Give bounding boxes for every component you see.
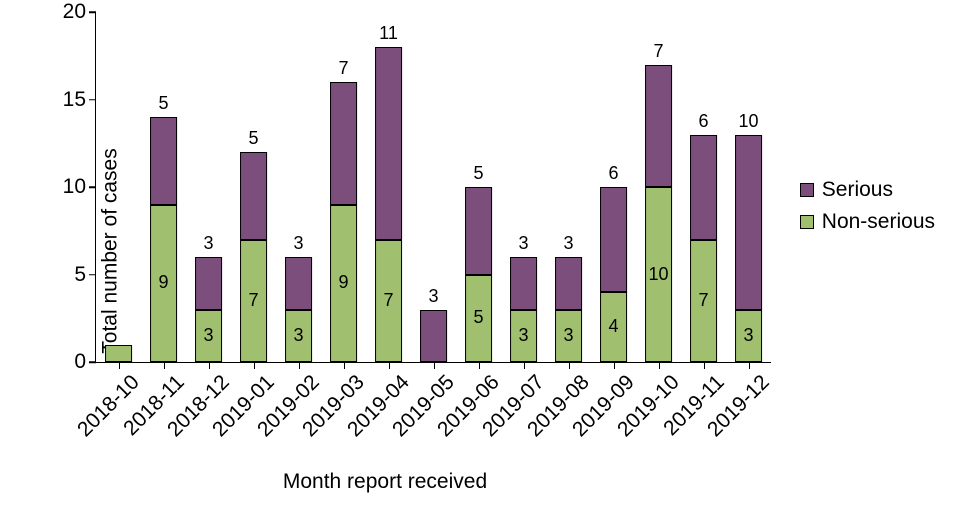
bar-segment-serious (150, 117, 178, 205)
bar-segment-serious (195, 257, 223, 310)
bar-stack: 76 (690, 135, 718, 363)
bar-value-serious: 7 (338, 58, 348, 79)
bar-stack: 33 (285, 257, 313, 362)
bar-value-serious: 5 (473, 163, 483, 184)
bar-slot: 2018-1195 (141, 12, 186, 362)
legend-item-serious: Serious (800, 178, 935, 202)
bar-value-serious: 10 (738, 111, 758, 132)
bar-stack: 33 (510, 257, 538, 362)
bar-value-serious: 6 (698, 111, 708, 132)
bar-stack: 97 (330, 82, 358, 362)
bar-segment-serious (240, 152, 268, 240)
bar-segment-non-serious (375, 240, 403, 363)
bars-layer: 2018-102018-11952018-12332019-01752019-0… (96, 12, 771, 362)
bar-segment-serious (600, 187, 628, 292)
x-axis-title: Month report received (0, 470, 770, 494)
bar-segment-non-serious (690, 240, 718, 363)
bar-slot: 2019-0733 (501, 12, 546, 362)
bar-stack: 711 (375, 47, 403, 362)
y-tick-mark (89, 274, 96, 276)
y-tick-mark (89, 11, 96, 13)
bar-segment-non-serious (195, 310, 223, 363)
bar-segment-serious (690, 135, 718, 240)
bar-stack: 310 (735, 135, 763, 363)
bar-stack: 33 (195, 257, 223, 362)
bar-slot: 2019-12310 (726, 12, 771, 362)
bar-segment-serious (555, 257, 583, 310)
bar-slot: 2018-10 (96, 12, 141, 362)
bar-slot: 2019-0397 (321, 12, 366, 362)
bar-segment-non-serious (510, 310, 538, 363)
legend-label: Non-serious (822, 210, 935, 234)
bar-value-serious: 5 (158, 93, 168, 114)
bar-value-serious: 3 (203, 233, 213, 254)
bar-value-serious: 3 (563, 233, 573, 254)
bar-segment-serious (735, 135, 763, 310)
bar-value-serious: 5 (248, 128, 258, 149)
cases-bar-chart: Total number of cases 2018-102018-119520… (0, 0, 975, 502)
bar-value-serious: 3 (293, 233, 303, 254)
bar-segment-serious (420, 310, 448, 363)
bar-slot: 2019-1176 (681, 12, 726, 362)
bar-segment-non-serious (105, 345, 133, 363)
legend-item-non-serious: Non-serious (800, 210, 935, 234)
bar-stack: 95 (150, 117, 178, 362)
bar-segment-serious (375, 47, 403, 240)
bar-stack: 55 (465, 187, 493, 362)
bar-slot: 2019-04711 (366, 12, 411, 362)
bar-slot: 2019-10107 (636, 12, 681, 362)
bar-value-serious: 3 (518, 233, 528, 254)
bar-stack: 107 (645, 65, 673, 363)
legend-swatch (800, 215, 814, 229)
bar-stack (105, 345, 133, 363)
bar-segment-serious (465, 187, 493, 275)
y-tick-mark (89, 361, 96, 363)
bar-stack: 75 (240, 152, 268, 362)
bar-value-serious: 6 (608, 163, 618, 184)
bar-slot: 2019-0655 (456, 12, 501, 362)
bar-stack: 33 (555, 257, 583, 362)
bar-segment-serious (330, 82, 358, 205)
plot-area: 2018-102018-11952018-12332019-01752019-0… (95, 12, 771, 363)
legend-swatch (800, 183, 814, 197)
bar-value-serious: 11 (379, 23, 398, 44)
bar-slot: 2019-0233 (276, 12, 321, 362)
bar-segment-non-serious (330, 205, 358, 363)
y-tick-mark (89, 186, 96, 188)
y-tick-mark (89, 99, 96, 101)
bar-slot: 2019-0946 (591, 12, 636, 362)
bar-segment-non-serious (645, 187, 673, 362)
bar-slot: 2019-0833 (546, 12, 591, 362)
bar-segment-non-serious (465, 275, 493, 363)
bar-segment-non-serious (285, 310, 313, 363)
legend: Serious Non-serious (800, 170, 935, 242)
bar-segment-non-serious (735, 310, 763, 363)
bar-segment-serious (285, 257, 313, 310)
bar-slot: 2019-0175 (231, 12, 276, 362)
bar-slot: 2019-053 (411, 12, 456, 362)
bar-slot: 2018-1233 (186, 12, 231, 362)
bar-value-serious: 3 (428, 286, 438, 307)
bar-segment-non-serious (555, 310, 583, 363)
bar-segment-serious (510, 257, 538, 310)
bar-segment-non-serious (600, 292, 628, 362)
bar-stack: 46 (600, 187, 628, 362)
bar-segment-non-serious (150, 205, 178, 363)
bar-segment-serious (645, 65, 673, 188)
bar-value-serious: 7 (653, 41, 663, 62)
bar-stack: 3 (420, 310, 448, 363)
bar-segment-non-serious (240, 240, 268, 363)
legend-label: Serious (822, 178, 893, 202)
